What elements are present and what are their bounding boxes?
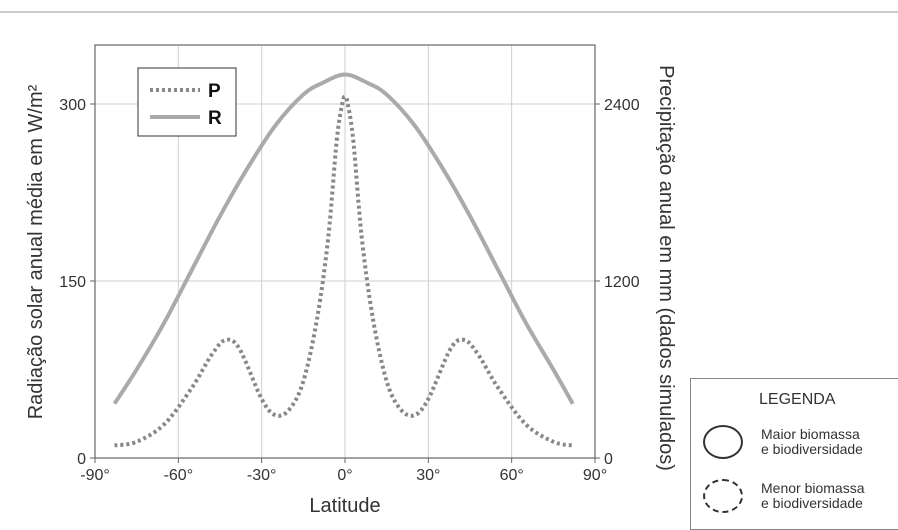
legend-p-label: P <box>208 81 221 102</box>
y-right-tick-label: 0 <box>604 451 613 468</box>
x-tick-label: 30° <box>416 467 440 484</box>
x-tick-label: 60° <box>500 467 524 484</box>
x-tick-label: -90° <box>80 467 110 484</box>
dashed-ellipse-icon <box>703 479 743 513</box>
legenda-item1-line2: e biodiversidade <box>761 441 863 457</box>
y-right-axis-title: Precipitação anual em mm (dados simulado… <box>655 65 677 471</box>
y-left-axis-title: Radiação solar anual média em W/m² <box>25 84 47 419</box>
x-tick-label: -30° <box>247 467 277 484</box>
legenda-item2-line2: e biodiversidade <box>761 495 863 511</box>
legend-r-label: R <box>208 108 222 129</box>
series-line-p <box>114 94 574 448</box>
legend-box <box>137 67 237 137</box>
solid-ellipse-icon <box>703 425 743 459</box>
legenda-title: LEGENDA <box>759 391 836 408</box>
series-line-r <box>112 72 575 405</box>
x-axis-title: Latitude <box>309 495 380 517</box>
y-left-tick-label: 300 <box>59 97 86 114</box>
chart-svg: -90° -60° -30° 0° 30° 60° 90°0150300012002400 … <box>0 11 898 517</box>
legenda-item1-line1: Maior biomassa <box>761 426 860 442</box>
legenda-item2-line1: Menor biomassa <box>761 480 865 496</box>
legenda-panel: LEGENDA Maior biomassa e biodiversidade … <box>690 378 898 530</box>
series-lines <box>112 72 575 448</box>
x-tick-label: 0° <box>337 467 352 484</box>
y-left-tick-label: 0 <box>77 451 86 468</box>
x-tick-label: -60° <box>164 467 194 484</box>
y-right-tick-label: 1200 <box>604 274 640 291</box>
y-left-tick-label: 150 <box>59 274 86 291</box>
y-right-tick-label: 2400 <box>604 97 640 114</box>
legend: P R <box>137 67 237 137</box>
x-tick-label: 90° <box>583 467 607 484</box>
